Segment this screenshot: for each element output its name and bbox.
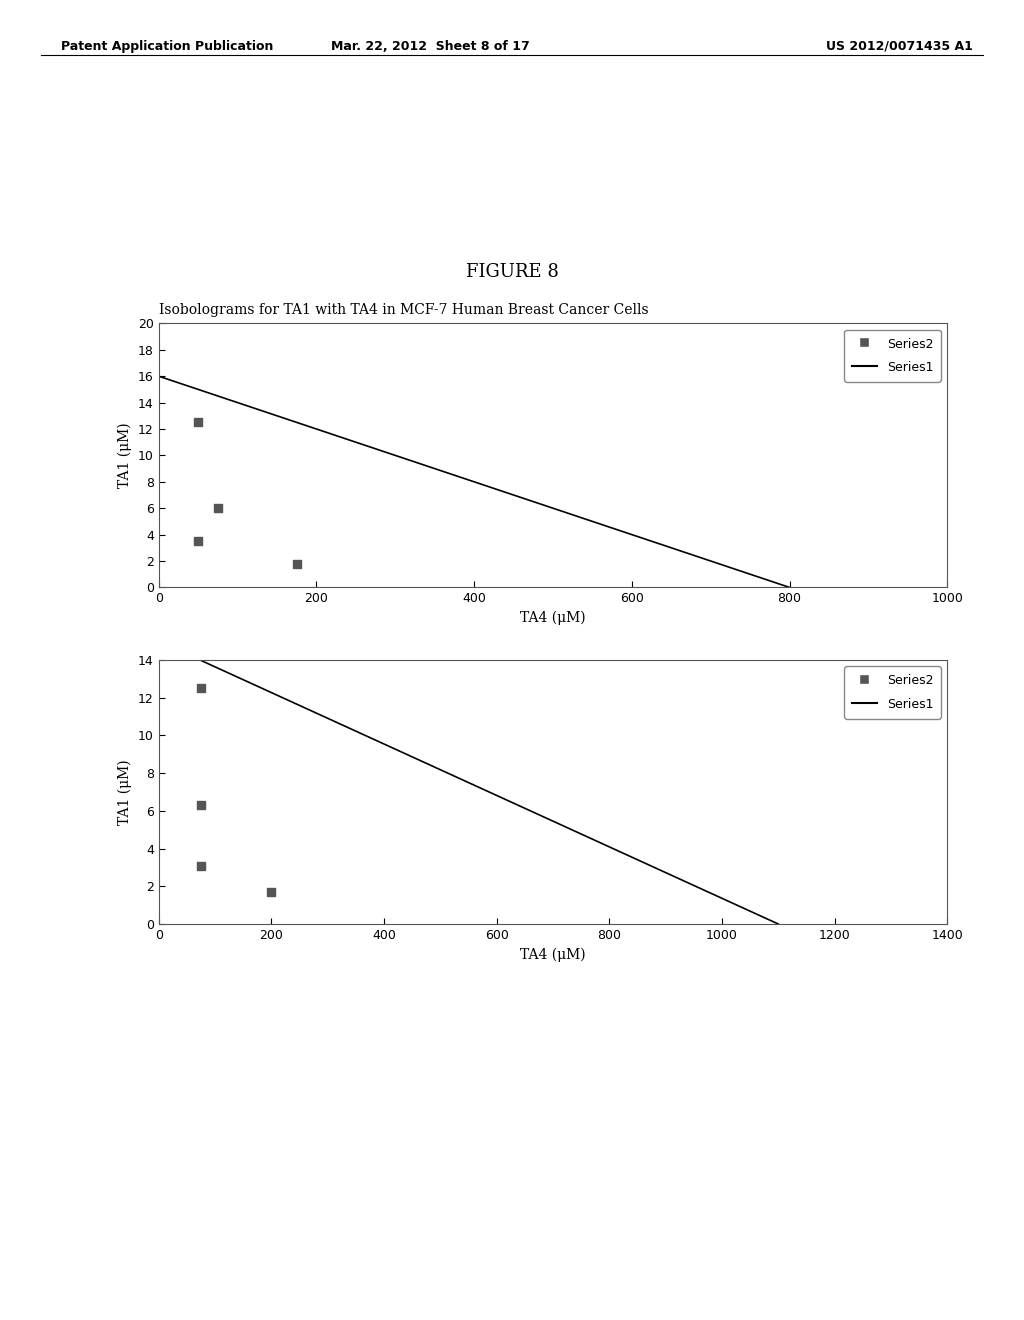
Y-axis label: TA1 (μM): TA1 (μM) (118, 422, 132, 488)
Legend: Series2, Series1: Series2, Series1 (845, 667, 941, 718)
Legend: Series2, Series1: Series2, Series1 (845, 330, 941, 381)
Point (193, 795, 209, 816)
Text: Patent Application Publication: Patent Application Publication (61, 40, 273, 53)
Point (190, 531, 207, 552)
Y-axis label: TA1 (μM): TA1 (μM) (118, 759, 132, 825)
Point (289, 553, 305, 574)
X-axis label: TA4 (μM): TA4 (μM) (520, 948, 586, 962)
Text: US 2012/0071435 A1: US 2012/0071435 A1 (826, 40, 973, 53)
Text: Mar. 22, 2012  Sheet 8 of 17: Mar. 22, 2012 Sheet 8 of 17 (331, 40, 529, 53)
Point (190, 412, 207, 433)
Point (193, 677, 209, 698)
Point (263, 882, 280, 903)
Point (210, 498, 226, 519)
Point (193, 855, 209, 876)
Text: FIGURE 8: FIGURE 8 (466, 263, 558, 281)
X-axis label: TA4 (μM): TA4 (μM) (520, 611, 586, 626)
Text: Isobolograms for TA1 with TA4 in MCF-7 Human Breast Cancer Cells: Isobolograms for TA1 with TA4 in MCF-7 H… (159, 304, 648, 317)
